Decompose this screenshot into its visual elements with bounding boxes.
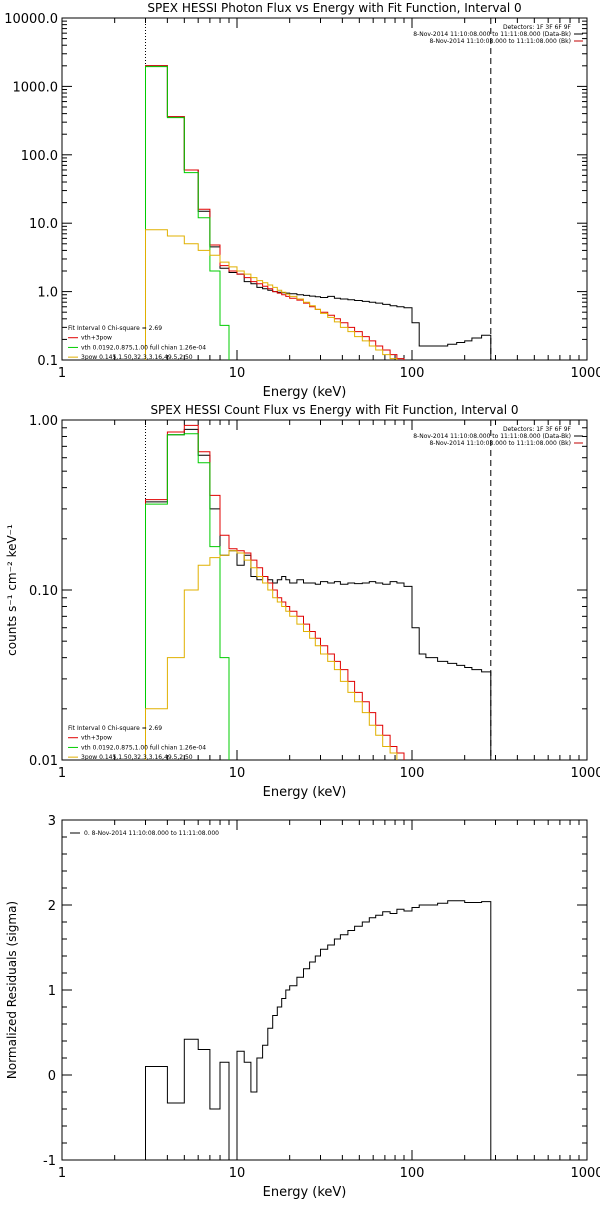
- legend-entry: vth 0.0192,0.875,1.00 full chian 1.26e-0…: [81, 744, 206, 751]
- series-1-line: [145, 65, 492, 360]
- x-axis-label: Energy (keV): [263, 1185, 347, 1200]
- x-tick-label: 100: [400, 366, 425, 381]
- y-tick-label: 2: [48, 899, 56, 914]
- x-tick-label: 10: [229, 766, 246, 781]
- y-tick-label: 0.10: [29, 584, 58, 599]
- series-group: [145, 900, 492, 1160]
- y-tick-label: 1000.0: [13, 80, 59, 95]
- plot-frame: [61, 419, 588, 761]
- x-tick-label: 100: [400, 766, 425, 781]
- legend-bottom-left: Fit Interval 0 Chi-square = 2.69 vth+3pow…: [68, 725, 206, 761]
- series-4-line: [145, 550, 405, 760]
- series-3-line: [145, 66, 238, 360]
- y-tick-label: -1: [43, 1154, 56, 1169]
- x-tick-label: 100: [400, 1166, 425, 1181]
- x-tick-label: 1: [58, 1166, 66, 1181]
- y-tick-label: 1.00: [29, 414, 58, 429]
- x-tick-label: 1000: [570, 766, 600, 781]
- series-3-line: [145, 433, 238, 760]
- series-1-line: [145, 900, 492, 1160]
- y-tick-label: 3: [48, 814, 56, 829]
- legend-entry: vth+3pow: [81, 735, 112, 742]
- plot-frame: [61, 17, 588, 361]
- legend-entry: 8-Nov-2014 11:10:08.000 to 11:11:08.000 …: [413, 31, 571, 38]
- legend-entry: Detectors: 1F 3F 6F 9F: [503, 24, 572, 31]
- series-group: [145, 65, 492, 360]
- x-tick-label: 1000: [570, 366, 600, 381]
- legend-entry: Detectors: 1F 3F 6F 9F: [503, 426, 572, 433]
- panel-2: SPEX HESSI Count Flux vs Energy with Fit…: [5, 403, 600, 800]
- chart-title: SPEX HESSI Photon Flux vs Energy with Fi…: [147, 1, 521, 15]
- legend-entry: 3pow 0.145,1.50,32.3,3.16,49.5,2.50: [81, 354, 193, 361]
- series-2-line: [145, 65, 413, 360]
- y-tick-label: 100.0: [21, 149, 58, 164]
- series-2-line: [145, 424, 413, 760]
- legend-top-right: Detectors: 1F 3F 6F 9F8-Nov-2014 11:10:0…: [413, 24, 583, 45]
- x-tick-label: 10: [229, 366, 246, 381]
- y-axis-label: counts s⁻¹ cm⁻² keV⁻¹: [5, 524, 19, 656]
- legend-bottom-left: Fit Interval 0 Chi-square = 2.69 vth+3pow…: [68, 325, 206, 361]
- y-tick-label: 1.0: [37, 286, 58, 301]
- legend-entry: 8-Nov-2014 11:10:08.000 to 11:11:08.000 …: [429, 38, 571, 45]
- panel-3: 1 10 100 1000 Energy (keV) -1 0 1 2 3 Normalized R…: [5, 814, 600, 1200]
- legend-entry: Fit Interval 0 Chi-square = 2.69: [68, 325, 162, 332]
- legend-entry: 3pow 0.145,1.50,32.3,3.16,49.5,2.50: [81, 754, 193, 761]
- legend-entry: 8-Nov-2014 11:10:08.000 to 11:11:08.000 …: [429, 440, 571, 447]
- legend-entry: Fit Interval 0 Chi-square = 2.69: [68, 725, 162, 732]
- y-tick-label: 0.01: [29, 754, 58, 769]
- legend-top-left: 0. 8-Nov-2014 11:10:08.000 to 11:11:08.0…: [70, 830, 219, 837]
- x-tick-label: 1: [58, 766, 66, 781]
- x-tick-label: 1: [58, 366, 66, 381]
- x-tick-label: 1000: [570, 1166, 600, 1181]
- x-tick-label: 10: [229, 1166, 246, 1181]
- series-1-line: [145, 428, 492, 760]
- series-4-line: [145, 229, 405, 360]
- x-axis-label: Energy (keV): [263, 785, 347, 800]
- legend-entry: vth 0.0192,0.875,1.00 full chian 1.26e-0…: [81, 344, 206, 351]
- legend-entry: 8-Nov-2014 11:10:08.000 to 11:11:08.000 …: [413, 433, 571, 440]
- y-tick-label: 0: [48, 1069, 56, 1084]
- series-group: [145, 424, 492, 760]
- y-tick-label: 0.1: [37, 354, 58, 369]
- panel-1: SPEX HESSI Photon Flux vs Energy with Fi…: [4, 1, 600, 400]
- legend-entry: 0. 8-Nov-2014 11:10:08.000 to 11:11:08.0…: [84, 830, 219, 837]
- legend-top-right: Detectors: 1F 3F 6F 9F8-Nov-2014 11:10:0…: [413, 426, 583, 447]
- y-tick-label: 10000.0: [4, 12, 58, 27]
- legend-entry: vth+3pow: [81, 335, 112, 342]
- y-axis-label: Normalized Residuals (sigma): [5, 901, 19, 1079]
- x-axis-label: Energy (keV): [263, 385, 347, 400]
- plot-frame: [61, 819, 588, 1161]
- y-tick-label: 1: [48, 984, 56, 999]
- y-tick-label: 10.0: [29, 217, 58, 232]
- chart-title: SPEX HESSI Count Flux vs Energy with Fit…: [150, 403, 518, 417]
